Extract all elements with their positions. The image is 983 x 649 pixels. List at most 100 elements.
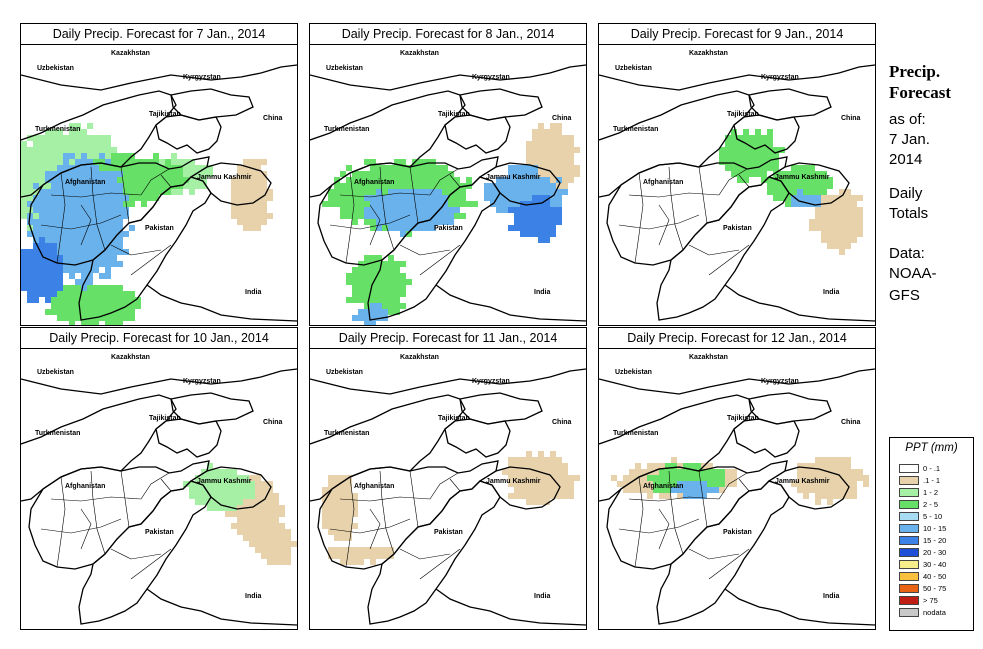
precip-cell [249, 177, 255, 183]
legend-swatch [899, 476, 919, 485]
precip-cell [364, 553, 370, 559]
precip-cell [821, 219, 827, 225]
precip-cell [51, 213, 57, 219]
country-boundary [146, 284, 297, 322]
precip-cell [382, 267, 388, 273]
precip-cell [767, 129, 773, 135]
precip-cell [412, 213, 418, 219]
precip-cell [75, 177, 81, 183]
precip-cell [75, 279, 81, 285]
precip-cell [334, 183, 340, 189]
precip-cell [147, 165, 153, 171]
province-boundary [90, 470, 106, 555]
precip-cell [111, 303, 117, 309]
precip-cell [665, 493, 671, 499]
precip-cell [695, 469, 701, 475]
precip-cell [99, 243, 105, 249]
precip-cell [514, 207, 520, 213]
precip-cell [87, 171, 93, 177]
precip-cell [33, 195, 39, 201]
precip-cell [261, 517, 267, 523]
precip-cell [105, 309, 111, 315]
precip-cell [376, 291, 382, 297]
precip-cell [237, 523, 243, 529]
precip-cell [785, 171, 791, 177]
precip-cell [815, 457, 821, 463]
precip-cell [111, 219, 117, 225]
precip-cell [562, 481, 568, 487]
precip-cell [291, 541, 297, 547]
precip-cell [45, 261, 51, 267]
legend-item: 40 - 50 [899, 571, 969, 582]
precip-cell [376, 255, 382, 261]
precip-cell [51, 261, 57, 267]
precip-cell [526, 231, 532, 237]
precip-cell [803, 487, 809, 493]
precip-cell [815, 213, 821, 219]
precip-cell [334, 547, 340, 553]
precip-cell [45, 147, 51, 153]
precip-cell [45, 231, 51, 237]
precip-cell [544, 213, 550, 219]
precip-cell [81, 135, 87, 141]
precip-cell [400, 291, 406, 297]
precip-cell [141, 189, 147, 195]
precip-cell [249, 159, 255, 165]
precip-cell [105, 135, 111, 141]
precip-cell [821, 493, 827, 499]
precip-cell [207, 475, 213, 481]
precip-cell [57, 147, 63, 153]
precip-cell [725, 481, 731, 487]
precip-cell [183, 171, 189, 177]
precip-cell [544, 493, 550, 499]
precip-cell [358, 279, 364, 285]
precip-cell [99, 261, 105, 267]
precip-cell [442, 219, 448, 225]
precip-cell [75, 129, 81, 135]
precip-cell [75, 303, 81, 309]
precip-cell [629, 481, 635, 487]
precip-cell [761, 171, 767, 177]
precip-cell [81, 141, 87, 147]
precip-cell [123, 171, 129, 177]
precip-cell [388, 213, 394, 219]
precip-cell [743, 153, 749, 159]
precip-cell [653, 487, 659, 493]
precip-cell [33, 285, 39, 291]
precip-cell [93, 165, 99, 171]
precip-cell [340, 535, 346, 541]
precip-cell [358, 201, 364, 207]
precip-cell [538, 451, 544, 457]
precip-cell [33, 219, 39, 225]
precip-cell [75, 201, 81, 207]
precip-cell [803, 481, 809, 487]
precip-cell [424, 171, 430, 177]
precip-cell [57, 243, 63, 249]
province-boundary [429, 168, 459, 196]
precip-cell [45, 279, 51, 285]
precip-cell [33, 183, 39, 189]
precip-cell [261, 219, 267, 225]
province-boundary [688, 244, 740, 256]
precip-cell [851, 481, 857, 487]
precip-cell [448, 183, 454, 189]
precip-cell [839, 237, 845, 243]
precip-cell [225, 475, 231, 481]
precip-cell [334, 189, 340, 195]
precip-cell [237, 493, 243, 499]
precip-cell [117, 213, 123, 219]
precip-cell [159, 183, 165, 189]
precip-cell [57, 141, 63, 147]
precip-cell [249, 171, 255, 177]
precip-cell [412, 195, 418, 201]
precip-cell [87, 321, 93, 325]
precip-cell [45, 243, 51, 249]
map-label-jammu-kashmir: Jammu Kashmir [486, 478, 541, 485]
precip-cell [526, 487, 532, 493]
precip-cell [273, 553, 279, 559]
precip-cell [514, 183, 520, 189]
precip-cell [833, 213, 839, 219]
province-boundary [345, 172, 355, 264]
precip-cell [93, 207, 99, 213]
precip-cell [815, 177, 821, 183]
